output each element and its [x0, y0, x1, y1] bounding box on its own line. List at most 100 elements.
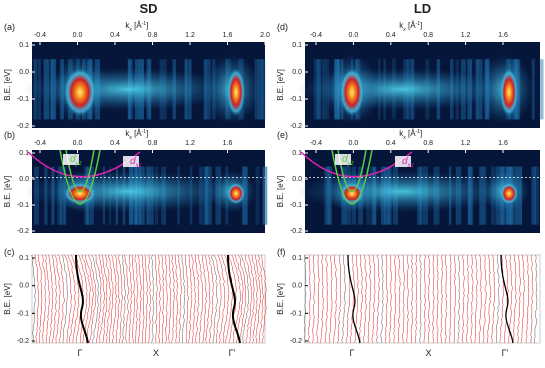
edc-curve [244, 255, 252, 344]
edc-curve [148, 254, 152, 344]
edc-curve [470, 254, 474, 343]
y-tick-label: 0.0 [19, 176, 29, 183]
x-tick-label: 1.6 [498, 140, 508, 147]
y-axis-title: B.E. [eV] [276, 69, 285, 101]
edc-curve [444, 255, 448, 344]
edc-highlight [227, 254, 241, 344]
x-tick-label: 0.0 [349, 140, 359, 147]
edc-curve [376, 254, 380, 344]
y-tick-label: -0.2 [17, 228, 29, 235]
edc-curve [188, 254, 193, 343]
edc-curve [402, 254, 405, 344]
edc-curve [54, 254, 61, 344]
edc-curve [324, 254, 329, 344]
x-axis-title-part: -1 [416, 21, 421, 27]
edc-curve [31, 254, 36, 344]
edc-curve [248, 254, 255, 344]
panel-label: (b) [4, 130, 15, 140]
panel-label: (f) [277, 247, 286, 257]
edc-curve [367, 254, 372, 344]
edc-curve [466, 254, 469, 344]
edc-curve [384, 254, 388, 344]
edc-curve [312, 255, 315, 344]
orbital-label-part: d [130, 156, 136, 167]
edc-curve [512, 254, 517, 344]
edc-curve [191, 254, 197, 344]
edc-curve [114, 254, 120, 344]
edc-curve [478, 254, 482, 343]
orbital-box [63, 154, 79, 165]
y-tick-label: -0.2 [290, 228, 302, 235]
symmetry-point: Γ [78, 348, 83, 358]
y-tick-label: 0.0 [292, 176, 302, 183]
x-tick-label: 0.0 [73, 32, 83, 39]
x-axis-title-part: x [403, 27, 406, 33]
symmetry-point: Γ' [502, 348, 509, 358]
edc-curve [428, 254, 430, 344]
orbital-label-part: xz [407, 163, 414, 169]
edc-background [304, 254, 541, 344]
y-tick-label: 0.1 [292, 42, 302, 49]
edc-highlight [347, 254, 361, 344]
x-axis-title-part: x [129, 27, 132, 33]
edc-curve [78, 254, 88, 344]
x-axis-title-part: k [125, 129, 130, 138]
x-tick-label: -0.4 [310, 140, 322, 147]
edc-curve [95, 254, 102, 344]
edc-curve [174, 254, 178, 344]
spectrum-peak [227, 182, 245, 205]
symmetry-point: X [425, 348, 431, 358]
dxz-band [65, 149, 95, 193]
y-tick-label: 0.1 [19, 255, 29, 262]
edc-curve [388, 254, 392, 344]
edc-curve [453, 254, 456, 344]
edc-curve [104, 254, 111, 344]
orbital-label-part: d [70, 154, 76, 165]
y-axis-title: B.E. [eV] [276, 176, 285, 208]
x-axis-title-part: ] [146, 21, 148, 30]
symmetry-point: Γ' [229, 348, 236, 358]
x-axis-title-part: k [399, 129, 404, 138]
edc-curve [201, 254, 207, 344]
orbital-label-part: d [342, 154, 348, 165]
y-tick-label: -0.1 [290, 310, 302, 317]
x-tick-label: 0.8 [148, 32, 158, 39]
edc-curve [432, 254, 435, 344]
dxz-band [59, 149, 101, 205]
edc-curve [521, 254, 525, 344]
y-axis-title: B.E. [eV] [3, 69, 12, 101]
edc-curve [363, 254, 367, 344]
orbital-box [123, 156, 139, 167]
spectrum-streak [262, 166, 268, 225]
spectrum-peak [340, 68, 364, 117]
y-tick-label: 0.0 [19, 283, 29, 290]
edc-curve [62, 254, 68, 344]
edc-curve [410, 254, 414, 344]
edc-curve [258, 254, 264, 344]
edc-curve [237, 254, 247, 344]
orbital-label-part: xz [135, 163, 142, 169]
edc-curve [217, 254, 226, 344]
spectrum-streak [533, 166, 539, 225]
y-tick-label: 0.1 [19, 42, 29, 49]
spectrum-peak [64, 182, 96, 205]
y-tick-label: -0.2 [17, 338, 29, 345]
y-tick-label: -0.1 [290, 202, 302, 209]
orbital-label-part: d [402, 156, 408, 167]
x-tick-label: -0.4 [310, 32, 322, 39]
edc-curve [406, 254, 409, 344]
edc-curve [88, 254, 97, 344]
edc-curve [260, 254, 267, 344]
y-axis-title: B.E. [eV] [3, 176, 12, 208]
edc-curve [214, 254, 222, 344]
edc-curve [158, 255, 161, 344]
edc-curve [320, 255, 324, 344]
spectrum-streak [262, 166, 268, 225]
edc-curve [161, 254, 164, 344]
edc-curve [496, 254, 500, 344]
y-tick-label: -0.1 [17, 310, 29, 317]
edc-curve [98, 254, 105, 344]
edc-curve [534, 254, 538, 343]
edc-curve [419, 254, 422, 344]
edc-curve [333, 254, 338, 344]
